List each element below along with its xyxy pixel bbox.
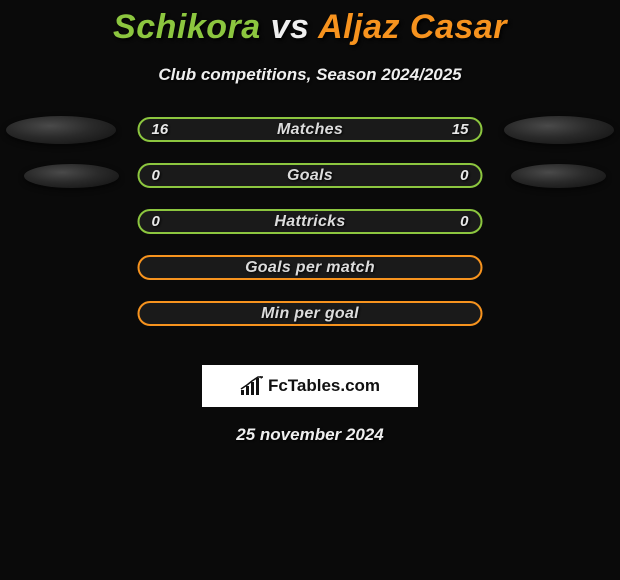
stat-row: Goals per match — [0, 255, 620, 301]
subtitle: Club competitions, Season 2024/2025 — [0, 65, 620, 85]
infographic-container: Schikora vs Aljaz Casar Club competition… — [0, 0, 620, 445]
stat-row: 0 Hattricks 0 — [0, 209, 620, 255]
logo-text: FcTables.com — [268, 376, 380, 396]
stat-label: Goals per match — [245, 259, 375, 277]
stat-bar: 16 Matches 15 — [138, 117, 483, 142]
stat-label: Goals — [287, 167, 333, 185]
chart-icon — [240, 376, 264, 396]
stat-right-value: 0 — [460, 167, 468, 184]
date-text: 25 november 2024 — [0, 425, 620, 445]
stat-bar: Goals per match — [138, 255, 483, 280]
ellipse-right — [504, 116, 614, 144]
stat-label: Min per goal — [261, 305, 359, 323]
stat-row: 16 Matches 15 — [0, 117, 620, 163]
stat-label: Hattricks — [274, 213, 345, 231]
player1-name: Schikora — [113, 8, 261, 46]
stat-bar: Min per goal — [138, 301, 483, 326]
stat-left-value: 0 — [152, 213, 160, 230]
stat-left-value: 16 — [152, 121, 169, 138]
stat-row: 0 Goals 0 — [0, 163, 620, 209]
ellipse-left — [6, 116, 116, 144]
stats-rows: 16 Matches 15 0 Goals 0 0 Hattricks 0 Goals per m… — [0, 117, 620, 347]
stat-right-value: 0 — [460, 213, 468, 230]
stat-row: Min per goal — [0, 301, 620, 347]
stat-bar: 0 Goals 0 — [138, 163, 483, 188]
stat-right-value: 15 — [452, 121, 469, 138]
main-title: Schikora vs Aljaz Casar — [0, 8, 620, 47]
logo-box: FcTables.com — [202, 365, 418, 407]
stat-bar: 0 Hattricks 0 — [138, 209, 483, 234]
player2-name: Aljaz Casar — [318, 8, 507, 46]
ellipse-right — [511, 164, 606, 188]
stat-label: Matches — [277, 121, 343, 139]
ellipse-left — [24, 164, 119, 188]
stat-left-value: 0 — [152, 167, 160, 184]
vs-text: vs — [271, 8, 310, 46]
